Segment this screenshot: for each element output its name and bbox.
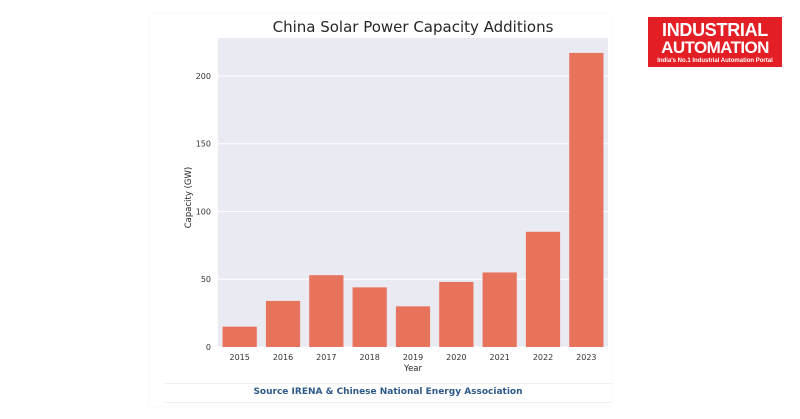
bars — [222, 52, 604, 347]
x-axis-title: Year — [403, 364, 423, 374]
x-tick-label: 2022 — [533, 353, 553, 362]
x-tick-label: 2016 — [273, 353, 293, 362]
bar-2015 — [222, 326, 257, 347]
logo-tagline: India's No.1 Industrial Automation Porta… — [657, 58, 773, 64]
bar-2021 — [482, 272, 517, 347]
x-tick-label: 2018 — [359, 353, 379, 362]
y-tick-label: 200 — [196, 72, 211, 81]
industrial-automation-logo[interactable]: INDUSTRIAL AUTOMATION India's No.1 Indus… — [648, 17, 782, 67]
x-tick-label: 2023 — [576, 353, 596, 362]
chart-title: China Solar Power Capacity Additions — [272, 18, 554, 36]
logo-line-2: AUTOMATION — [661, 38, 769, 57]
x-tick-labels: 2015 2016 2017 2018 2019 2020 2021 2022 2023 — [229, 353, 596, 362]
y-tick-label: 100 — [196, 207, 211, 216]
y-axis-title: Capacity (GW) — [184, 167, 194, 228]
bar-2016 — [265, 300, 301, 347]
logo-line-1: INDUSTRIAL — [662, 20, 768, 40]
bar-2023 — [569, 52, 604, 347]
bar-2018 — [352, 287, 387, 347]
x-tick-label: 2015 — [229, 353, 249, 362]
x-tick-label: 2021 — [489, 353, 509, 362]
x-tick-label: 2020 — [446, 353, 466, 362]
y-tick-label: 150 — [196, 140, 211, 149]
x-tick-label: 2019 — [403, 353, 423, 362]
bar-2020 — [439, 281, 474, 347]
y-tick-label: 50 — [201, 275, 211, 284]
y-tick-label: 0 — [206, 343, 211, 352]
x-tick-label: 2017 — [316, 353, 336, 362]
bar-2022 — [525, 231, 561, 347]
bar-2017 — [309, 275, 344, 347]
y-tick-labels: 0 50 100 150 200 — [196, 72, 211, 352]
source-caption: Source IRENA & Chinese National Energy A… — [165, 383, 611, 403]
bar-2019 — [395, 306, 431, 347]
